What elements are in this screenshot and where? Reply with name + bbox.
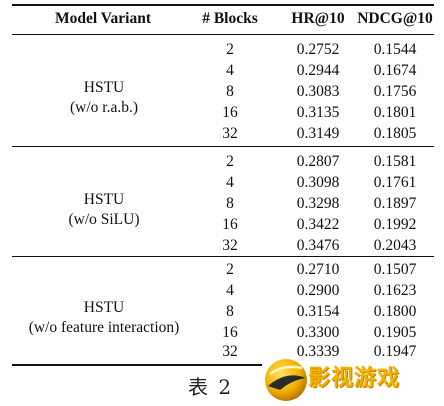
watermark-logo: 影视游戏 [262, 356, 442, 404]
table-caption: 表 2 [188, 375, 234, 399]
table-cell-hr: 0.2900 [296, 282, 340, 299]
table-cell-ndcg: 0.1905 [373, 324, 417, 341]
table-cell-blocks: 4 [226, 62, 234, 79]
table-cell-ndcg: 0.1507 [373, 261, 417, 278]
group-label-line1: HSTU [83, 191, 125, 208]
table-cell-blocks: 2 [226, 153, 234, 170]
table-cell-hr: 0.3098 [296, 174, 340, 191]
table-cell-ndcg: 0.2043 [373, 237, 417, 254]
header-blocks: # Blocks [202, 10, 258, 27]
table-cell-blocks: 32 [222, 125, 238, 142]
group-label-line2: (w/o SiLU) [68, 211, 140, 228]
table-cell-blocks: 16 [222, 104, 238, 121]
table-cell-blocks: 32 [222, 237, 238, 254]
watermark-text: 影视游戏 [308, 366, 401, 391]
table-cell-blocks: 4 [226, 174, 234, 191]
table-cell-hr: 0.3298 [296, 195, 340, 212]
table-cell-blocks: 16 [222, 324, 238, 341]
table-cell-ndcg: 0.1897 [373, 195, 417, 212]
table-cell-hr: 0.3135 [296, 104, 340, 121]
table-cell-hr: 0.3149 [296, 125, 340, 142]
table-cell-hr: 0.3476 [296, 237, 340, 254]
group-separator-rule [12, 146, 434, 147]
table-cell-ndcg: 0.1805 [373, 125, 417, 142]
header-ndcg10: NDCG@10 [357, 10, 433, 27]
table-top-rule [12, 4, 434, 6]
table-cell-hr: 0.3300 [296, 324, 340, 341]
table-cell-ndcg: 0.1992 [373, 216, 417, 233]
table-cell-hr: 0.2944 [296, 62, 340, 79]
table-cell-hr: 0.3083 [296, 83, 340, 100]
group-label-line2: (w/o r.a.b.) [69, 99, 138, 116]
table-cell-hr: 0.3339 [296, 343, 340, 360]
group-label-line1: HSTU [83, 79, 125, 96]
table-cell-blocks: 8 [226, 303, 234, 320]
table-cell-ndcg: 0.1756 [373, 83, 417, 100]
table-cell-hr: 0.2807 [296, 153, 340, 170]
table-bottom-rule [12, 364, 262, 366]
table-cell-blocks: 2 [226, 261, 234, 278]
table-cell-blocks: 8 [226, 83, 234, 100]
watermark-emblem-icon [265, 359, 307, 401]
table-cell-ndcg: 0.1674 [373, 62, 417, 79]
table-cell-hr: 0.3154 [296, 303, 340, 320]
header-model-variant: Model Variant [54, 10, 152, 27]
group-separator-rule [12, 256, 434, 257]
table-cell-ndcg: 0.1623 [373, 282, 417, 299]
table-cell-blocks: 4 [226, 282, 234, 299]
group-label-line1: HSTU [83, 299, 125, 316]
group-label-line2: (w/o feature interaction) [28, 319, 180, 336]
table-cell-hr: 0.2710 [296, 261, 340, 278]
header-bottom-rule [12, 34, 434, 35]
table-cell-ndcg: 0.1801 [373, 104, 417, 121]
table-cell-ndcg: 0.1761 [373, 174, 417, 191]
table-cell-blocks: 2 [226, 41, 234, 58]
table-cell-blocks: 8 [226, 195, 234, 212]
table-cell-ndcg: 0.1544 [373, 41, 417, 58]
table-cell-hr: 0.3422 [296, 216, 340, 233]
table-cell-hr: 0.2752 [296, 41, 340, 58]
table-cell-ndcg: 0.1581 [373, 153, 417, 170]
header-hr10: HR@10 [291, 10, 345, 27]
table-cell-blocks: 16 [222, 216, 238, 233]
table-cell-ndcg: 0.1800 [373, 303, 417, 320]
table-cell-ndcg: 0.1947 [373, 343, 417, 360]
table-cell-blocks: 32 [222, 343, 238, 360]
